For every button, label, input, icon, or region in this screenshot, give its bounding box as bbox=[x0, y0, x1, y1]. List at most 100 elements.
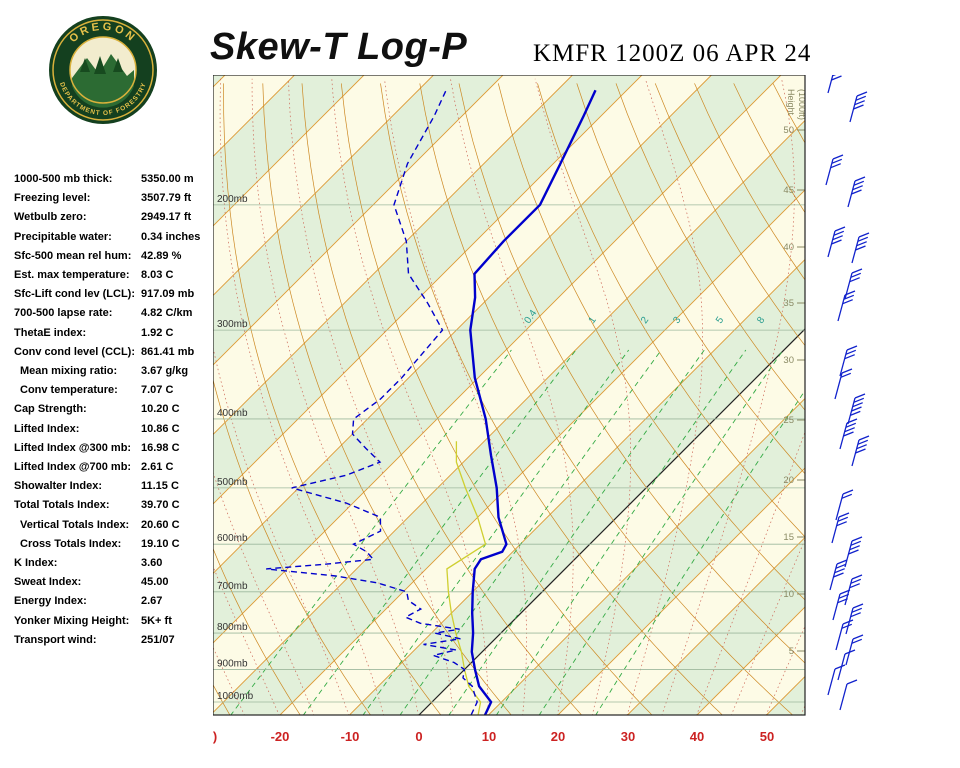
stat-row: Sweat Index: 45.00 bbox=[14, 573, 214, 592]
stat-row: Vertical Totals Index: 20.60 C bbox=[14, 516, 214, 535]
stat-value: 3.60 bbox=[141, 557, 163, 570]
stat-value: 1.92 C bbox=[141, 326, 174, 339]
stat-label: Total Totals Index: bbox=[14, 499, 110, 512]
stat-value: 16.98 C bbox=[141, 441, 180, 454]
wind-barb bbox=[837, 290, 856, 322]
stat-value: 4.82 C/km bbox=[141, 307, 193, 320]
pressure-labels: 200mb 300mb 400mb 500mb 600mb 700mb 800mb 900mb… bbox=[217, 194, 254, 702]
wind-barb bbox=[844, 268, 863, 300]
svg-text:35: 35 bbox=[783, 298, 794, 309]
svg-text:Height: Height bbox=[786, 89, 796, 116]
svg-text:40: 40 bbox=[783, 242, 794, 253]
wind-barb bbox=[851, 232, 870, 264]
svg-text:-10: -10 bbox=[341, 729, 360, 744]
wind-barb bbox=[835, 619, 854, 651]
stat-label: ThetaE index: bbox=[14, 326, 87, 339]
svg-text:10: 10 bbox=[783, 589, 794, 600]
stat-row: Sfc-500 mean rel hum: 42.89 % bbox=[14, 247, 214, 266]
wind-barb bbox=[829, 559, 848, 591]
svg-text:400mb: 400mb bbox=[217, 408, 248, 419]
stat-label: Showalter Index: bbox=[14, 480, 103, 493]
stat-row: Conv temperature: 7.07 C bbox=[14, 381, 214, 400]
stat-row: Mean mixing ratio: 3.67 g/kg bbox=[14, 362, 214, 381]
stat-row: Total Totals Index: 39.70 C bbox=[14, 496, 214, 515]
wind-barb bbox=[834, 368, 853, 400]
stat-row: Lifted Index: 10.86 C bbox=[14, 420, 214, 439]
stat-label: Lifted Index @700 mb: bbox=[14, 461, 132, 474]
svg-text:1: 1 bbox=[587, 315, 599, 326]
stat-label: Wetbulb zero: bbox=[14, 211, 87, 224]
wind-barb bbox=[844, 574, 863, 606]
stat-label: Lifted Index: bbox=[14, 422, 80, 435]
stat-row: Cap Strength: 10.20 C bbox=[14, 400, 214, 419]
stats-panel: 1000-500 mb thick: 5350.00 m Freezing leve… bbox=[14, 170, 214, 650]
stat-label: Vertical Totals Index: bbox=[20, 518, 130, 531]
svg-text:25: 25 bbox=[783, 415, 794, 426]
stat-label: Yonker Mixing Height: bbox=[14, 614, 130, 627]
stat-value: 5350.00 m bbox=[141, 173, 194, 185]
stat-label: Transport wind: bbox=[14, 633, 97, 646]
stat-label: Cross Totals Index: bbox=[20, 537, 122, 550]
stat-value: 2949.17 ft bbox=[141, 211, 192, 224]
wetbulb-line bbox=[446, 441, 487, 715]
svg-text:-20: -20 bbox=[271, 729, 290, 744]
svg-text:300mb: 300mb bbox=[217, 319, 248, 330]
stat-label: Sfc-500 mean rel hum: bbox=[14, 249, 132, 262]
svg-text:45: 45 bbox=[783, 185, 794, 196]
wind-barb bbox=[847, 393, 866, 425]
stat-label: 700-500 lapse rate: bbox=[14, 307, 113, 320]
svg-text:(1000ft): (1000ft) bbox=[797, 89, 807, 120]
stat-value: 42.89 % bbox=[141, 249, 182, 262]
stat-label: Mean mixing ratio: bbox=[20, 365, 118, 378]
stat-row: Energy Index: 2.67 bbox=[14, 592, 214, 611]
wind-barb bbox=[845, 603, 864, 635]
wind-barb bbox=[844, 536, 863, 568]
dewpoint-line bbox=[266, 89, 478, 715]
svg-text:10: 10 bbox=[482, 729, 496, 744]
stat-row: Conv cond level (CCL): 861.41 mb bbox=[14, 343, 214, 362]
svg-text:20: 20 bbox=[783, 475, 794, 486]
svg-text:600mb: 600mb bbox=[217, 533, 248, 544]
odf-logo-svg: OREGON DEPARTMENT OF FORESTRY bbox=[49, 16, 157, 124]
stat-row: Yonker Mixing Height: 5K+ ft bbox=[14, 612, 214, 631]
wind-barb bbox=[832, 589, 851, 621]
stat-label: Cap Strength: bbox=[14, 403, 87, 416]
svg-text:): ) bbox=[213, 729, 217, 744]
wind-barb bbox=[849, 91, 868, 123]
svg-text:8: 8 bbox=[755, 315, 767, 326]
stat-value: 861.41 mb bbox=[141, 345, 195, 358]
svg-text:500mb: 500mb bbox=[217, 477, 248, 488]
stat-label: K Index: bbox=[14, 557, 58, 570]
wind-barb bbox=[831, 512, 850, 544]
svg-text:20: 20 bbox=[551, 729, 565, 744]
stat-label: Lifted Index @300 mb: bbox=[14, 441, 132, 454]
svg-text:200mb: 200mb bbox=[217, 194, 248, 205]
stat-label: Energy Index: bbox=[14, 595, 87, 608]
stat-row: Freezing level: 3507.79 ft bbox=[14, 189, 214, 208]
stat-value: 19.10 C bbox=[141, 537, 180, 550]
stat-row: Cross Totals Index: 19.10 C bbox=[14, 535, 214, 554]
stat-value: 39.70 C bbox=[141, 499, 180, 512]
svg-text:30: 30 bbox=[783, 355, 794, 366]
stat-row: Showalter Index: 11.15 C bbox=[14, 477, 214, 496]
stat-row: 700-500 lapse rate: 4.82 C/km bbox=[14, 304, 214, 323]
svg-text:1000mb: 1000mb bbox=[217, 691, 254, 702]
wind-barb bbox=[851, 435, 870, 467]
svg-text:3: 3 bbox=[671, 315, 683, 326]
wind-barb bbox=[835, 489, 854, 521]
temp-axis-labels: ) -20 -10 0 10 20 30 40 50 bbox=[213, 729, 774, 744]
stat-row: ThetaE index: 1.92 C bbox=[14, 324, 214, 343]
stat-row: K Index: 3.60 bbox=[14, 554, 214, 573]
svg-text:700mb: 700mb bbox=[217, 581, 248, 592]
svg-text:2: 2 bbox=[639, 315, 651, 326]
wind-barb bbox=[827, 226, 846, 258]
height-axis: 50 45 40 35 30 25 20 15 10 5 Height (1000ft) bbox=[783, 89, 807, 657]
svg-text:15: 15 bbox=[783, 532, 794, 543]
chart-border bbox=[212, 74, 806, 716]
stat-value: 10.86 C bbox=[141, 422, 180, 435]
stat-value: 7.07 C bbox=[141, 384, 174, 397]
stat-label: Est. max temperature: bbox=[14, 269, 130, 282]
skewt-chart: 200mb 300mb 400mb 500mb 600mb 700mb 800mb 900mb… bbox=[212, 62, 893, 768]
stat-value: 8.03 C bbox=[141, 269, 174, 282]
wind-barb bbox=[825, 154, 844, 186]
